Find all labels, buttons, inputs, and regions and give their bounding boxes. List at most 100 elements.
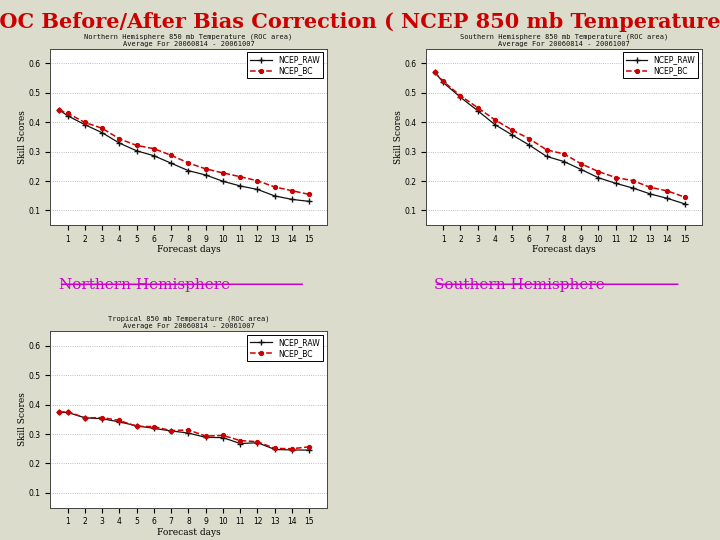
NCEP_BC bbox=[236, 173, 245, 180]
NCEP_BC bbox=[184, 160, 193, 166]
NCEP_BC bbox=[288, 187, 297, 194]
NCEP_RAW bbox=[236, 183, 245, 189]
Line: NCEP_RAW: NCEP_RAW bbox=[56, 409, 312, 453]
NCEP_RAW bbox=[288, 196, 297, 202]
NCEP_RAW bbox=[63, 409, 72, 416]
NCEP_RAW bbox=[81, 122, 89, 128]
Title: Northern Hemisphere 850 mb Temperature (ROC area)
Average For 20060814 - 2006100: Northern Hemisphere 850 mb Temperature (… bbox=[84, 33, 292, 47]
NCEP_RAW bbox=[167, 160, 176, 166]
NCEP_RAW bbox=[55, 409, 63, 416]
NCEP_BC bbox=[202, 433, 210, 440]
NCEP_BC bbox=[236, 437, 245, 444]
NCEP_RAW bbox=[611, 180, 620, 186]
NCEP_BC bbox=[629, 178, 637, 184]
NCEP_BC bbox=[81, 415, 89, 421]
NCEP_RAW bbox=[577, 166, 585, 173]
NCEP_BC bbox=[456, 92, 464, 99]
NCEP_BC bbox=[63, 408, 72, 415]
NCEP_BC bbox=[431, 69, 439, 76]
NCEP_RAW bbox=[646, 191, 654, 197]
X-axis label: Forecast days: Forecast days bbox=[156, 528, 220, 537]
NCEP_BC bbox=[577, 160, 585, 167]
Y-axis label: Skill Scores: Skill Scores bbox=[394, 110, 402, 164]
NCEP_RAW bbox=[115, 140, 124, 146]
NCEP_RAW bbox=[55, 106, 63, 113]
NCEP_RAW bbox=[594, 174, 603, 181]
NCEP_BC bbox=[473, 104, 482, 111]
NCEP_BC bbox=[81, 119, 89, 126]
NCEP_RAW bbox=[115, 418, 124, 425]
NCEP_RAW bbox=[150, 425, 158, 431]
NCEP_RAW bbox=[132, 147, 141, 154]
NCEP_RAW bbox=[98, 130, 107, 136]
NCEP_RAW bbox=[508, 132, 516, 138]
NCEP_BC bbox=[525, 136, 534, 142]
NCEP_BC bbox=[98, 125, 107, 132]
NCEP_RAW bbox=[98, 415, 107, 422]
NCEP_RAW bbox=[63, 112, 72, 119]
NCEP_BC bbox=[184, 427, 193, 433]
Line: NCEP_RAW: NCEP_RAW bbox=[56, 107, 312, 205]
NCEP_BC bbox=[115, 136, 124, 142]
NCEP_BC bbox=[288, 446, 297, 452]
NCEP_BC bbox=[542, 147, 551, 153]
NCEP_RAW bbox=[253, 186, 262, 193]
NCEP_BC bbox=[490, 117, 499, 123]
NCEP_BC bbox=[167, 152, 176, 159]
NCEP_BC bbox=[253, 178, 262, 184]
NCEP_RAW bbox=[219, 178, 228, 185]
Line: NCEP_BC: NCEP_BC bbox=[433, 70, 687, 199]
Legend: NCEP_RAW, NCEP_BC: NCEP_RAW, NCEP_BC bbox=[623, 52, 698, 78]
NCEP_BC bbox=[680, 194, 689, 200]
NCEP_BC bbox=[559, 151, 568, 157]
NCEP_RAW bbox=[490, 122, 499, 128]
Line: NCEP_BC: NCEP_BC bbox=[57, 410, 311, 451]
NCEP_RAW bbox=[542, 153, 551, 160]
Legend: NCEP_RAW, NCEP_BC: NCEP_RAW, NCEP_BC bbox=[248, 335, 323, 361]
X-axis label: Forecast days: Forecast days bbox=[532, 245, 596, 254]
NCEP_BC bbox=[219, 170, 228, 176]
Text: Northern Hemisphere: Northern Hemisphere bbox=[59, 278, 230, 292]
Legend: NCEP_RAW, NCEP_BC: NCEP_RAW, NCEP_BC bbox=[248, 52, 323, 78]
Text: Southern Hemisphere: Southern Hemisphere bbox=[434, 278, 605, 292]
NCEP_RAW bbox=[663, 195, 672, 201]
Text: ROC Before/After Bias Correction ( NCEP 850 mb Temperature ): ROC Before/After Bias Correction ( NCEP … bbox=[0, 12, 720, 32]
Line: NCEP_BC: NCEP_BC bbox=[57, 108, 311, 197]
NCEP_BC bbox=[271, 184, 279, 190]
NCEP_RAW bbox=[431, 69, 439, 75]
NCEP_BC bbox=[132, 142, 141, 149]
NCEP_BC bbox=[594, 168, 603, 175]
NCEP_RAW bbox=[456, 94, 464, 100]
NCEP_RAW bbox=[473, 107, 482, 114]
NCEP_BC bbox=[98, 414, 107, 421]
NCEP_RAW bbox=[150, 152, 158, 159]
Line: NCEP_RAW: NCEP_RAW bbox=[431, 69, 688, 207]
NCEP_RAW bbox=[81, 415, 89, 421]
NCEP_RAW bbox=[525, 142, 534, 149]
NCEP_BC bbox=[305, 191, 314, 198]
NCEP_BC bbox=[150, 423, 158, 430]
X-axis label: Forecast days: Forecast days bbox=[156, 245, 220, 254]
NCEP_BC bbox=[55, 409, 63, 415]
NCEP_BC bbox=[305, 443, 314, 450]
NCEP_BC bbox=[55, 107, 63, 113]
NCEP_RAW bbox=[271, 446, 279, 453]
NCEP_BC bbox=[663, 188, 672, 194]
NCEP_BC bbox=[438, 78, 447, 84]
NCEP_RAW bbox=[236, 440, 245, 447]
NCEP_RAW bbox=[184, 167, 193, 174]
NCEP_BC bbox=[63, 110, 72, 117]
NCEP_RAW bbox=[202, 434, 210, 441]
NCEP_RAW bbox=[288, 447, 297, 453]
NCEP_RAW bbox=[219, 434, 228, 441]
NCEP_BC bbox=[611, 174, 620, 181]
Y-axis label: Skill Scores: Skill Scores bbox=[18, 393, 27, 446]
NCEP_RAW bbox=[184, 430, 193, 436]
NCEP_RAW bbox=[305, 447, 314, 453]
NCEP_BC bbox=[167, 427, 176, 434]
NCEP_RAW bbox=[559, 158, 568, 165]
NCEP_BC bbox=[115, 417, 124, 424]
Title: Southern Hemisphere 850 mb Temperature (ROC area)
Average For 20060814 - 2006100: Southern Hemisphere 850 mb Temperature (… bbox=[460, 33, 668, 47]
NCEP_RAW bbox=[680, 201, 689, 207]
NCEP_RAW bbox=[629, 185, 637, 191]
